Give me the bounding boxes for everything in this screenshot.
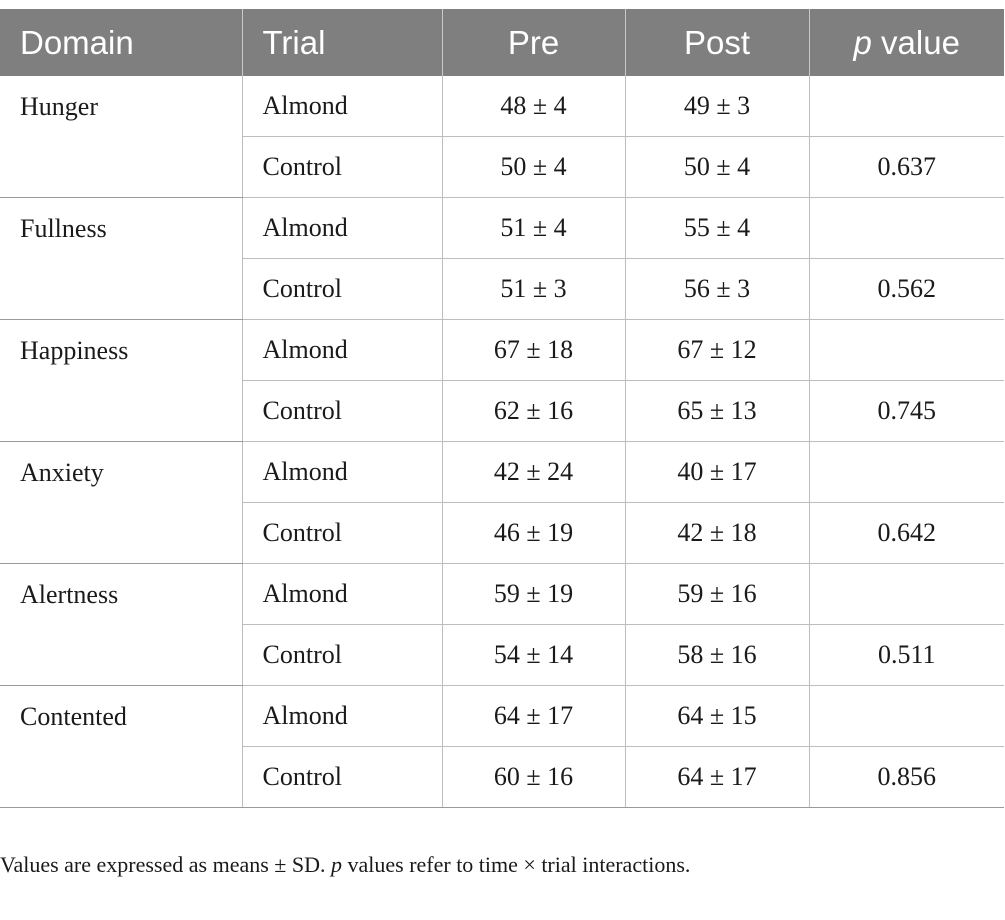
pre-cell: 62 ± 16 [442,380,626,442]
table-row: Alertness Almond 59 ± 19 59 ± 16 [0,563,1004,686]
pre-cell: 51 ± 3 [442,258,626,320]
footnote-p-letter: p [330,852,342,877]
domain-cell: Alertness [0,563,243,686]
p-value-cell [809,76,1004,137]
trial-cell: Control [242,502,443,564]
trial-cell: Control [242,136,443,198]
post-cell: 64 ± 17 [625,746,810,808]
p-value-cell: 0.511 [809,624,1004,686]
post-cell: 64 ± 15 [625,685,810,747]
p-value-cell [809,197,1004,259]
post-cell: 42 ± 18 [625,502,810,564]
pre-cell: 50 ± 4 [442,136,626,198]
table-row: Control 54 ± 14 58 ± 16 0.511 [0,624,1004,686]
table-body: Hunger Almond 48 ± 4 49 ± 3 Control 50 ± 4 50 … [0,76,1004,808]
table-row: Control 51 ± 3 56 ± 3 0.562 [0,258,1004,320]
post-cell: 65 ± 13 [625,380,810,442]
domain-cell: Anxiety [0,441,243,564]
footnote-text-1: Values are expressed as means ± SD. [0,852,331,877]
p-value-cell: 0.642 [809,502,1004,564]
domain-cell: Contented [0,685,243,808]
header-row: Domain Trial Pre Post p value [0,9,1004,76]
trial-cell: Almond [242,319,443,381]
trial-cell: Almond [242,563,443,625]
table-row: Happiness Almond 67 ± 18 67 ± 12 [0,319,1004,442]
footnote-text-2: values refer to time × trial interaction… [341,852,691,877]
header-p-value: p value [809,9,1004,76]
header-p-suffix: value [871,23,960,61]
table-footnote: Values are expressed as means ± SD. p va… [0,852,690,878]
trial-cell: Almond [242,76,443,137]
header-trial: Trial [242,9,443,76]
post-cell: 56 ± 3 [625,258,810,320]
table-row: Control 46 ± 19 42 ± 18 0.642 [0,502,1004,564]
header-pre: Pre [442,9,626,76]
pre-cell: 54 ± 14 [442,624,626,686]
post-cell: 58 ± 16 [625,624,810,686]
table-row: Contented Almond 64 ± 17 64 ± 15 [0,685,1004,808]
domain-cell: Happiness [0,319,243,442]
table-header: Domain Trial Pre Post p value [0,9,1004,76]
post-cell: 50 ± 4 [625,136,810,198]
trial-cell: Control [242,380,443,442]
trial-cell: Almond [242,441,443,503]
pre-cell: 42 ± 24 [442,441,626,503]
table-row: Anxiety Almond 42 ± 24 40 ± 17 [0,441,1004,564]
p-value-cell: 0.745 [809,380,1004,442]
header-domain: Domain [0,9,243,76]
p-value-cell: 0.562 [809,258,1004,320]
domain-cell: Hunger [0,76,243,198]
p-value-cell [809,685,1004,747]
p-value-cell: 0.856 [809,746,1004,808]
header-post: Post [625,9,810,76]
data-table: Domain Trial Pre Post p value Hunger Almo… [0,9,1004,808]
table-row: Control 62 ± 16 65 ± 13 0.745 [0,380,1004,442]
trial-cell: Almond [242,685,443,747]
p-value-cell [809,441,1004,503]
post-cell: 55 ± 4 [625,197,810,259]
header-p-letter: p [853,23,872,61]
table-row: Fullness Almond 51 ± 4 55 ± 4 [0,197,1004,320]
trial-cell: Control [242,258,443,320]
trial-cell: Control [242,746,443,808]
pre-cell: 46 ± 19 [442,502,626,564]
domain-cell: Fullness [0,197,243,320]
trial-cell: Control [242,624,443,686]
pre-cell: 51 ± 4 [442,197,626,259]
post-cell: 49 ± 3 [625,76,810,137]
post-cell: 59 ± 16 [625,563,810,625]
pre-cell: 67 ± 18 [442,319,626,381]
trial-cell: Almond [242,197,443,259]
table-row: Hunger Almond 48 ± 4 49 ± 3 [0,76,1004,198]
pre-cell: 59 ± 19 [442,563,626,625]
pre-cell: 60 ± 16 [442,746,626,808]
table-row: Control 50 ± 4 50 ± 4 0.637 [0,136,1004,198]
p-value-cell [809,319,1004,381]
table-row: Control 60 ± 16 64 ± 17 0.856 [0,746,1004,808]
post-cell: 40 ± 17 [625,441,810,503]
post-cell: 67 ± 12 [625,319,810,381]
p-value-cell: 0.637 [809,136,1004,198]
p-value-cell [809,563,1004,625]
pre-cell: 64 ± 17 [442,685,626,747]
pre-cell: 48 ± 4 [442,76,626,137]
